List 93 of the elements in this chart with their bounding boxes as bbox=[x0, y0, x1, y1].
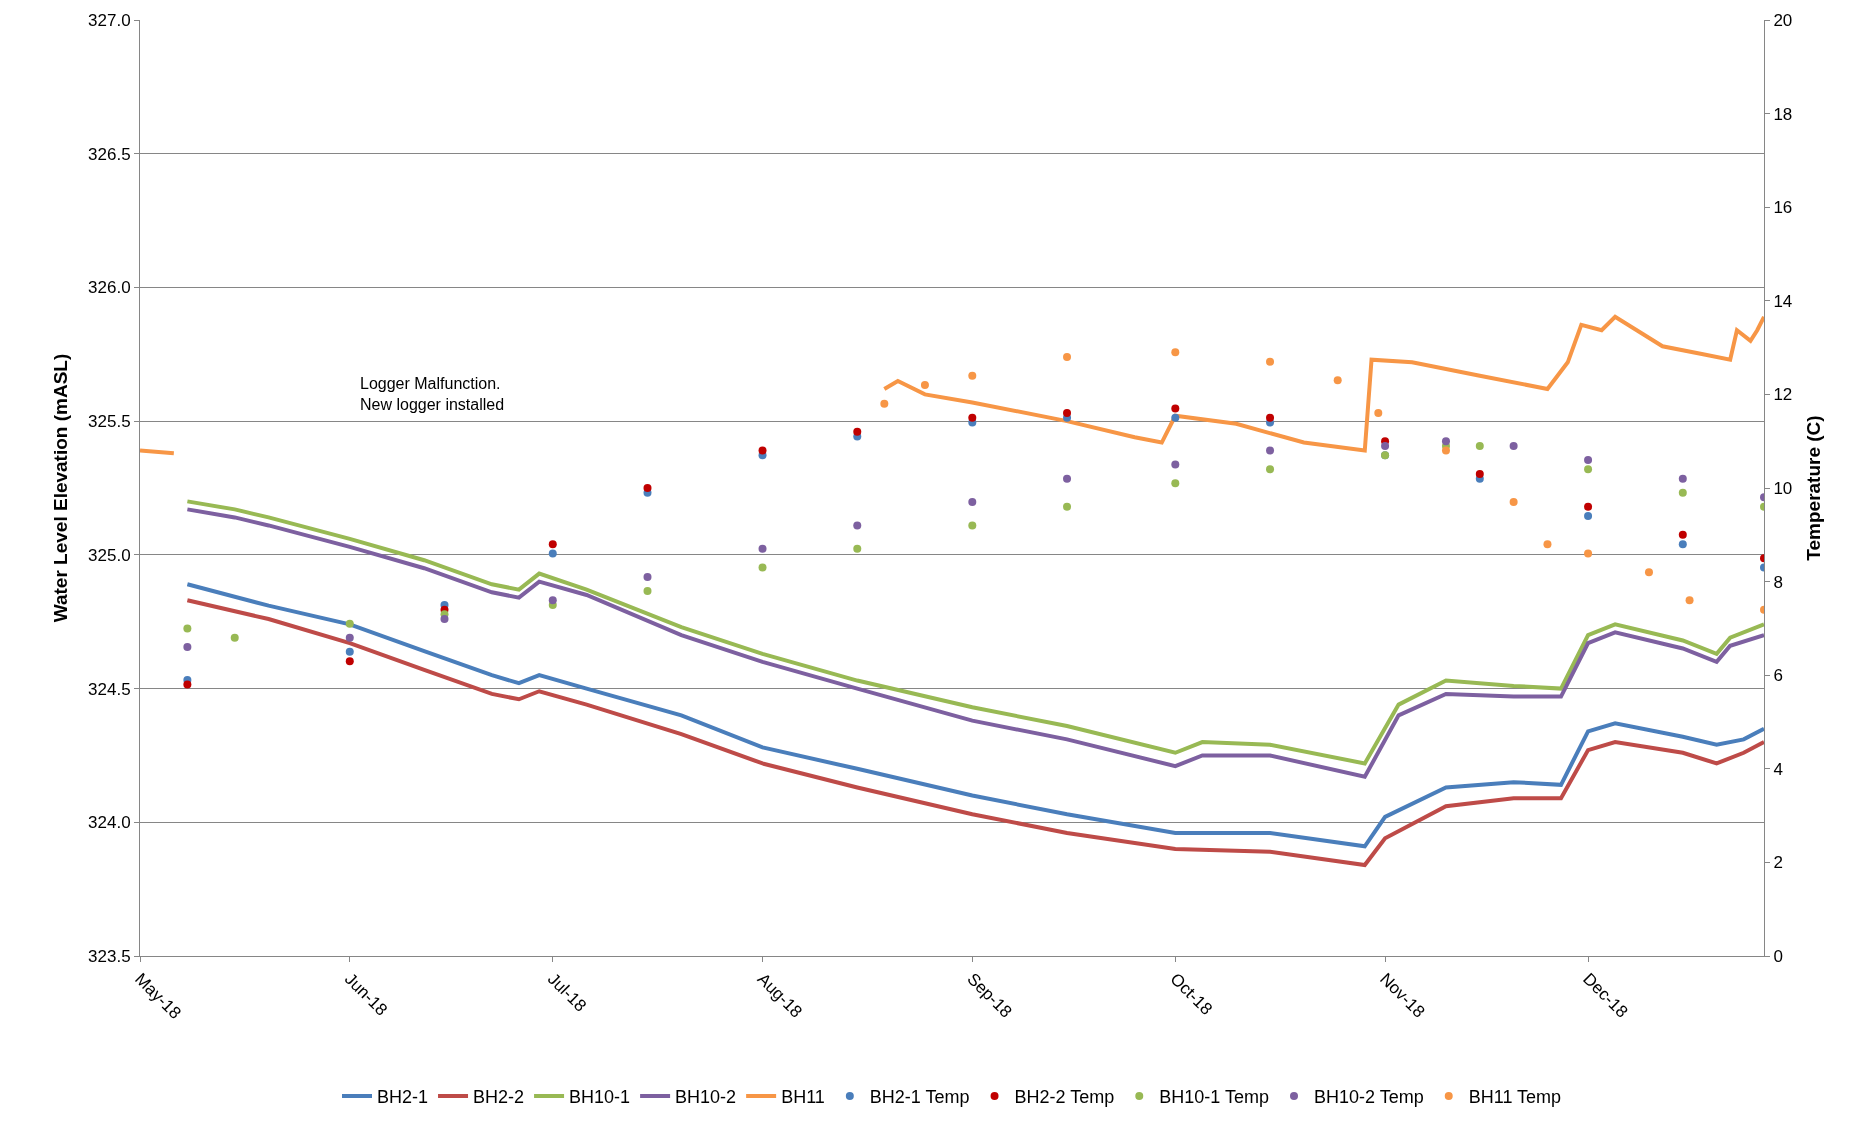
y-tick-label: 326.5 bbox=[88, 144, 131, 164]
point bbox=[643, 484, 652, 492]
point bbox=[1266, 446, 1275, 455]
y-axis-title: Water Level Elevation (mASL) bbox=[49, 353, 71, 623]
legend-label: BH2-1 Temp bbox=[869, 1086, 970, 1107]
y2-tick-label: 20 bbox=[1773, 10, 1793, 30]
point bbox=[183, 624, 192, 633]
point bbox=[1678, 474, 1687, 483]
point bbox=[1475, 469, 1484, 478]
point bbox=[643, 586, 652, 595]
y2-tick-label: 0 bbox=[1773, 946, 1783, 966]
point bbox=[1171, 404, 1180, 413]
y-tick-label: 325.5 bbox=[88, 412, 131, 432]
y2-tick-label: 12 bbox=[1773, 385, 1793, 405]
point bbox=[758, 446, 767, 455]
point bbox=[1644, 568, 1653, 577]
point bbox=[1171, 413, 1180, 422]
point bbox=[758, 563, 767, 572]
point bbox=[1333, 376, 1342, 385]
y-tick-label: 325.0 bbox=[88, 545, 131, 565]
point bbox=[1678, 540, 1687, 549]
y-tick-label: 326.0 bbox=[88, 278, 131, 298]
point bbox=[1266, 465, 1275, 474]
y-tick-label: 323.5 bbox=[88, 946, 131, 966]
point bbox=[230, 633, 239, 642]
y2-tick-label: 14 bbox=[1773, 291, 1793, 311]
point bbox=[548, 540, 557, 549]
point bbox=[1063, 474, 1072, 483]
point bbox=[853, 544, 862, 553]
point bbox=[1678, 530, 1687, 539]
point bbox=[1381, 441, 1390, 450]
point bbox=[853, 521, 862, 530]
point bbox=[968, 521, 977, 530]
point bbox=[1584, 465, 1593, 474]
annotation: Logger Malfunction. New logger installed bbox=[360, 375, 505, 413]
point bbox=[1441, 437, 1450, 446]
point bbox=[1063, 352, 1072, 361]
point bbox=[1584, 455, 1593, 464]
point bbox=[853, 427, 862, 436]
point bbox=[1171, 460, 1180, 469]
y2-tick-label: 8 bbox=[1773, 572, 1783, 592]
point bbox=[345, 647, 354, 656]
y-tick-label: 327.0 bbox=[88, 10, 131, 30]
point bbox=[345, 619, 354, 628]
point bbox=[183, 643, 192, 652]
legend-label: BH10-2 Temp bbox=[1314, 1086, 1424, 1107]
point bbox=[1063, 409, 1072, 418]
point bbox=[758, 544, 767, 553]
y2-tick-label: 18 bbox=[1773, 104, 1793, 124]
point bbox=[183, 680, 192, 689]
point bbox=[1584, 549, 1593, 558]
point bbox=[1584, 502, 1593, 511]
legend-label: BH2-1 bbox=[377, 1086, 429, 1107]
legend-label: BH10-1 bbox=[569, 1086, 631, 1107]
point bbox=[968, 413, 977, 422]
legend-label: BH11 bbox=[781, 1086, 825, 1107]
point bbox=[968, 498, 977, 507]
y2-axis-title: Temperature (C) bbox=[1803, 415, 1825, 561]
point bbox=[548, 596, 557, 605]
point bbox=[1374, 409, 1383, 418]
legend-label: BH2-2 Temp bbox=[1014, 1086, 1115, 1107]
point bbox=[345, 633, 354, 642]
point bbox=[1171, 479, 1180, 488]
point bbox=[548, 549, 557, 558]
point bbox=[440, 615, 449, 624]
point bbox=[1509, 498, 1518, 507]
point bbox=[880, 399, 889, 408]
point bbox=[345, 657, 354, 666]
y2-tick-label: 4 bbox=[1773, 759, 1783, 779]
point bbox=[1685, 596, 1694, 605]
legend-label: BH2-2 bbox=[473, 1086, 525, 1107]
point bbox=[1266, 413, 1275, 422]
y2-tick-label: 2 bbox=[1773, 853, 1783, 873]
point bbox=[1171, 348, 1180, 357]
legend-label: BH10-1 Temp bbox=[1159, 1086, 1269, 1107]
point bbox=[1441, 446, 1450, 455]
point bbox=[1584, 512, 1593, 521]
y-tick-label: 324.5 bbox=[88, 679, 131, 699]
legend-label: BH11 Temp bbox=[1468, 1086, 1562, 1107]
point bbox=[643, 572, 652, 581]
point bbox=[1063, 502, 1072, 511]
point bbox=[1475, 441, 1484, 450]
y-tick-label: 324.0 bbox=[88, 813, 131, 833]
point bbox=[1678, 488, 1687, 497]
y2-tick-label: 6 bbox=[1773, 666, 1783, 686]
legend-label: BH10-2 bbox=[675, 1086, 737, 1107]
point bbox=[1543, 540, 1552, 549]
point bbox=[1266, 357, 1275, 366]
y2-tick-label: 16 bbox=[1773, 198, 1793, 218]
point bbox=[968, 371, 977, 380]
point bbox=[920, 381, 929, 390]
y2-tick-label: 10 bbox=[1773, 478, 1793, 498]
point bbox=[1509, 441, 1518, 450]
